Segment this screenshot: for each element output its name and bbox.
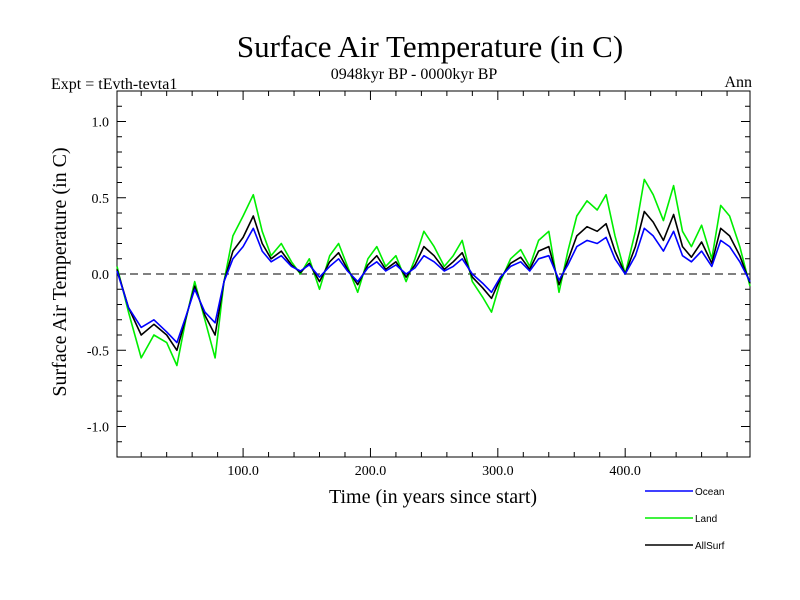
y-tick-label: -1.0 (87, 421, 109, 436)
y-tick-labels: -1.0 -0.5 0.0 0.5 1.0 (87, 116, 109, 436)
x-tick-label: 200.0 (355, 464, 387, 479)
chart-title: Surface Air Temperature (in C) (237, 29, 623, 64)
x-tick-label: 400.0 (609, 464, 641, 479)
legend-label-land: Land (695, 514, 717, 525)
time-range-label: 0948kyr BP - 0000kyr BP (331, 66, 498, 83)
x-tick-label: 300.0 (482, 464, 514, 479)
season-label: Ann (724, 74, 752, 91)
y-tick-label: -0.5 (87, 344, 109, 359)
series-line-allsurf (116, 210, 751, 352)
legend-label-allsurf: AllSurf (695, 541, 725, 552)
series-line-land (116, 178, 751, 367)
axis-ticks (117, 91, 750, 457)
y-tick-label: 0.0 (92, 268, 110, 283)
x-tick-labels: 100.0 200.0 300.0 400.0 (227, 464, 641, 479)
series-line-ocean (116, 227, 751, 344)
x-tick-label: 100.0 (227, 464, 259, 479)
y-tick-label: 1.0 (92, 116, 110, 131)
series-group (116, 178, 751, 367)
x-axis-label: Time (in years since start) (329, 486, 537, 508)
experiment-label: Expt = tEvth-tevta1 (51, 76, 177, 93)
y-tick-label: 0.5 (92, 192, 110, 207)
legend-label-ocean: Ocean (695, 487, 724, 498)
legend: Ocean Land AllSurf (645, 487, 725, 552)
y-axis-label: Surface Air Temperature (in C) (49, 147, 71, 396)
